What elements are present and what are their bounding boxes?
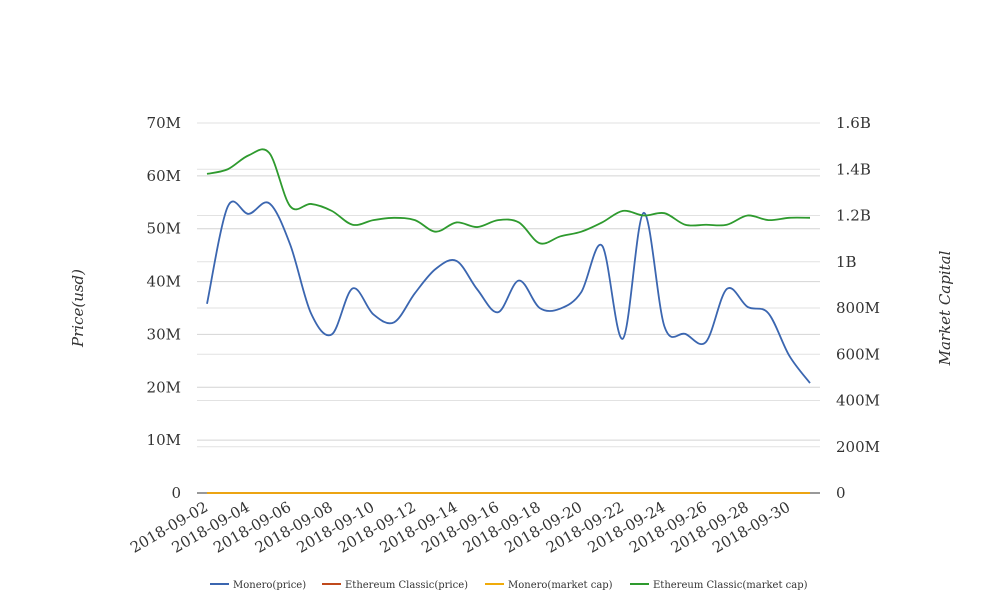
right-tick-label: 1.4B [836,160,871,178]
right-axis-ticks: 0 200M 400M 600M 800M 1B 1.2B 1.4B 1.6B [836,114,880,502]
right-tick-label: 1.6B [836,114,871,132]
right-tick-label: 1.2B [836,207,871,225]
right-tick-label: 0 [836,484,846,502]
legend-label-monero-market-cap: Monero(market cap) [508,580,613,591]
left-tick-label: 60M [147,167,181,185]
legend-label-monero-price: Monero(price) [233,580,306,591]
left-tick-label: 30M [147,325,181,343]
right-tick-label: 800M [836,299,880,317]
right-tick-label: 200M [836,438,880,456]
left-tick-label: 10M [147,431,181,449]
left-tick-label: 0 [171,484,181,502]
legend-label-ethereum-classic-price: Ethereum Classic(price) [345,580,468,591]
grid-lines [197,122,820,494]
right-tick-label: 400M [836,392,880,410]
legend: Monero(price) Ethereum Classic(price) Mone… [210,580,808,591]
left-tick-label: 40M [147,273,181,291]
right-axis-title: Market Capital [936,250,954,366]
series-lines [206,148,811,494]
series-line-ethereum-classic-market-cap [206,148,811,245]
series-line-monero-price [206,200,811,384]
left-tick-label: 70M [147,114,181,132]
right-tick-label: 1B [836,253,857,271]
legend-label-ethereum-classic-market-cap: Ethereum Classic(market cap) [653,580,808,591]
left-tick-label: 50M [147,220,181,238]
right-tick-label: 600M [836,345,880,363]
left-axis-ticks: 0 10M 20M 30M 40M 50M 60M 70M [147,114,181,502]
x-axis-ticks: 2018-09-022018-09-042018-09-062018-09-08… [127,498,793,557]
left-tick-label: 20M [147,378,181,396]
left-axis-title: Price(usd) [69,269,87,348]
